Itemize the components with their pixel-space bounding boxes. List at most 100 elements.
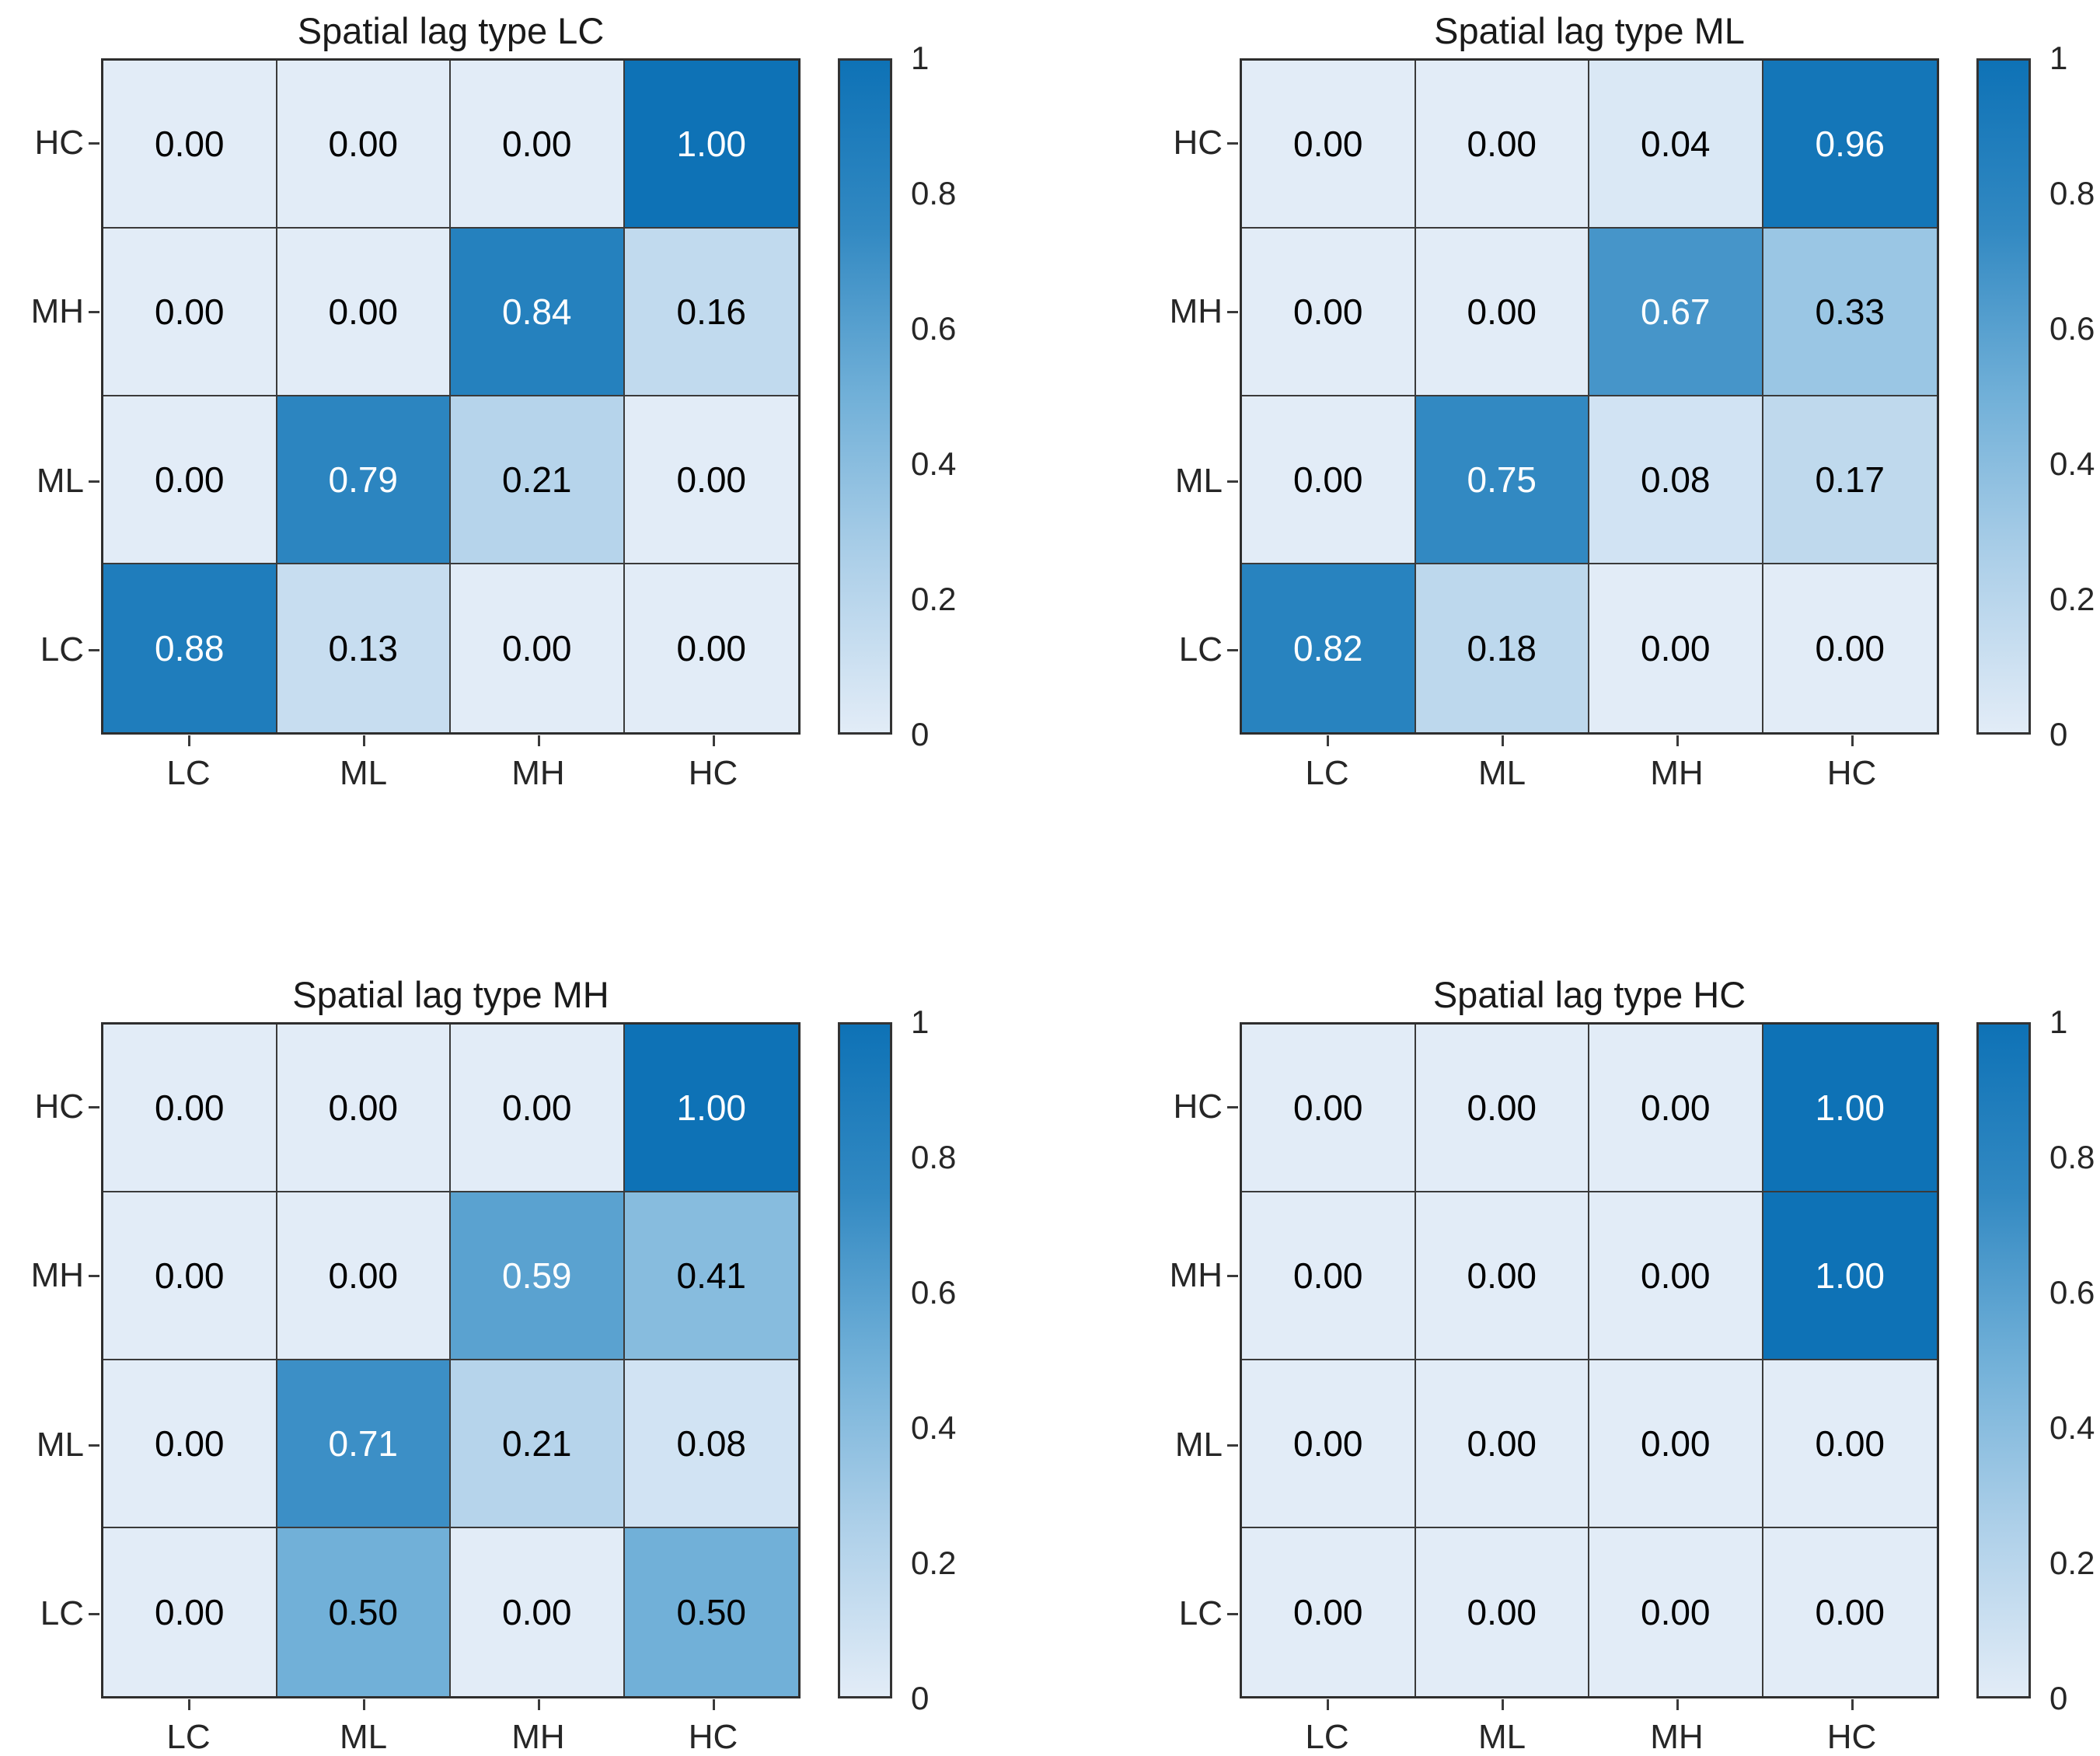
matrix-cell: 0.00	[451, 61, 625, 229]
y-axis-label: ML	[1174, 461, 1223, 500]
panel-spatial-lag-mh: Spatial lag type MH 0.00 0.00 0.00 1.00 0.00…	[0, 871, 1050, 1756]
colorbar-tick-label: 0.6	[911, 310, 957, 347]
matrix-cell: 0.00	[1415, 1360, 1589, 1528]
colorbar-tick-label: 0.8	[2049, 175, 2095, 211]
x-axis-tick	[187, 735, 190, 746]
colorbar-tick-label: 0.2	[911, 581, 957, 617]
x-axis-tick	[362, 735, 365, 746]
matrix-cell: 0.17	[1763, 396, 1937, 564]
matrix-cell: 1.00	[1763, 1192, 1937, 1360]
matrix-cell: 0.82	[1242, 564, 1416, 732]
matrix-cell: 0.00	[451, 1025, 625, 1192]
matrix-cell: 0.00	[1763, 1528, 1937, 1696]
x-axis-label: HC	[688, 754, 738, 792]
x-axis-label: MH	[1650, 1718, 1704, 1756]
x-axis-label: ML	[1477, 1718, 1526, 1756]
matrix-cell: 0.00	[451, 564, 625, 732]
x-axis-tick	[187, 1699, 190, 1710]
matrix-cell: 0.18	[1415, 564, 1589, 732]
y-axis-tick	[89, 1444, 99, 1447]
colorbar-tick-label: 0.4	[911, 1409, 957, 1446]
colorbar	[838, 1022, 892, 1698]
x-axis-tick	[1501, 735, 1504, 746]
y-axis-tick	[1227, 141, 1238, 145]
y-axis-label: LC	[1178, 630, 1223, 669]
matrix-cell: 0.00	[1415, 229, 1589, 396]
matrix-cell: 0.00	[1242, 1192, 1416, 1360]
y-axis-tick	[89, 1613, 99, 1616]
matrix-cell: 1.00	[1763, 1025, 1937, 1192]
colorbar-tick-label: 0.2	[2049, 1545, 2095, 1581]
y-axis-tick	[1227, 311, 1238, 314]
matrix-cell: 0.00	[103, 61, 277, 229]
colorbar-tick-label: 0.6	[2049, 1274, 2095, 1311]
x-axis-label: LC	[166, 1718, 211, 1756]
matrix-cell: 0.08	[1589, 396, 1763, 564]
colorbar-tick-label: 1	[911, 40, 930, 76]
matrix-cell: 0.79	[277, 396, 451, 564]
x-axis-label: ML	[339, 1718, 388, 1756]
y-axis-tick	[89, 311, 99, 314]
y-axis-tick	[89, 1275, 99, 1278]
matrix-cell: 0.00	[1242, 396, 1416, 564]
matrix-cell: 0.00	[1589, 1192, 1763, 1360]
matrix-cell: 0.00	[103, 1360, 277, 1528]
y-axis-tick	[89, 1105, 99, 1108]
heatmap-grid: 0.00 0.00 0.00 1.00 0.00 0.00 0.84 0.16 0.00 0.79…	[101, 58, 801, 735]
matrix-cell: 0.00	[1415, 1192, 1589, 1360]
x-axis-label: LC	[166, 754, 211, 792]
x-axis-label: HC	[688, 1718, 738, 1756]
y-axis-label: MH	[30, 1256, 84, 1295]
x-axis-tick	[362, 1699, 365, 1710]
matrix-cell: 0.00	[1242, 1025, 1416, 1192]
matrix-cell: 0.00	[624, 396, 798, 564]
y-axis-tick	[1227, 649, 1238, 652]
matrix-cell: 0.59	[451, 1192, 625, 1360]
y-axis-tick	[1227, 1105, 1238, 1108]
heatmap-grid: 0.00 0.00 0.04 0.96 0.00 0.00 0.67 0.33 0.00 0.75…	[1240, 58, 1939, 735]
y-axis-label: MH	[1169, 292, 1223, 331]
matrix-cell: 0.00	[1415, 1528, 1589, 1696]
matrix-cell: 0.21	[451, 1360, 625, 1528]
matrix-cell: 0.41	[624, 1192, 798, 1360]
matrix-cell: 0.50	[624, 1528, 798, 1696]
y-axis-label: MH	[1169, 1256, 1223, 1295]
matrix-cell: 0.00	[1763, 564, 1937, 732]
x-axis-tick	[1676, 1699, 1679, 1710]
matrix-cell: 0.00	[1763, 1360, 1937, 1528]
colorbar	[1976, 58, 2031, 735]
y-axis-tick	[1227, 1613, 1238, 1616]
matrix-cell: 0.00	[1415, 61, 1589, 229]
x-axis-tick	[537, 735, 540, 746]
colorbar-tick-label: 0.4	[911, 445, 957, 482]
y-axis-tick	[89, 141, 99, 145]
matrix-cell: 0.88	[103, 564, 277, 732]
y-axis-label: ML	[36, 1425, 84, 1464]
y-axis-label: ML	[1174, 1425, 1223, 1464]
matrix-cell: 0.08	[624, 1360, 798, 1528]
panel-title: Spatial lag type HC	[1432, 974, 1746, 1015]
colorbar-tick-label: 0	[2049, 1680, 2068, 1716]
heatmap-grid: 0.00 0.00 0.00 1.00 0.00 0.00 0.00 1.00 0.00 0.00…	[1240, 1022, 1939, 1698]
x-axis-tick	[1326, 1699, 1329, 1710]
x-axis-label: HC	[1826, 754, 1877, 792]
matrix-cell: 1.00	[624, 1025, 798, 1192]
colorbar-tick-label: 0.8	[911, 175, 957, 211]
matrix-cell: 0.00	[277, 229, 451, 396]
panel-title: Spatial lag type ML	[1434, 10, 1745, 51]
colorbar-tick-label: 1	[911, 1004, 930, 1040]
colorbar-tick-label: 0.4	[2049, 445, 2095, 482]
matrix-cell: 0.00	[277, 1192, 451, 1360]
x-axis-tick	[537, 1699, 540, 1710]
panel-spatial-lag-hc: Spatial lag type HC 0.00 0.00 0.00 1.00 0.00…	[1050, 871, 2100, 1756]
matrix-cell: 0.00	[451, 1528, 625, 1696]
x-axis-tick	[712, 735, 715, 746]
x-axis-tick	[1851, 735, 1854, 746]
matrix-cell: 0.75	[1415, 396, 1589, 564]
x-axis-tick	[1676, 735, 1679, 746]
colorbar-tick-label: 0	[911, 716, 930, 752]
x-axis-tick	[1851, 1699, 1854, 1710]
y-axis-label: MH	[30, 292, 84, 331]
colorbar-tick-label: 0	[911, 1680, 930, 1716]
colorbar-tick-label: 0.8	[2049, 1139, 2095, 1175]
